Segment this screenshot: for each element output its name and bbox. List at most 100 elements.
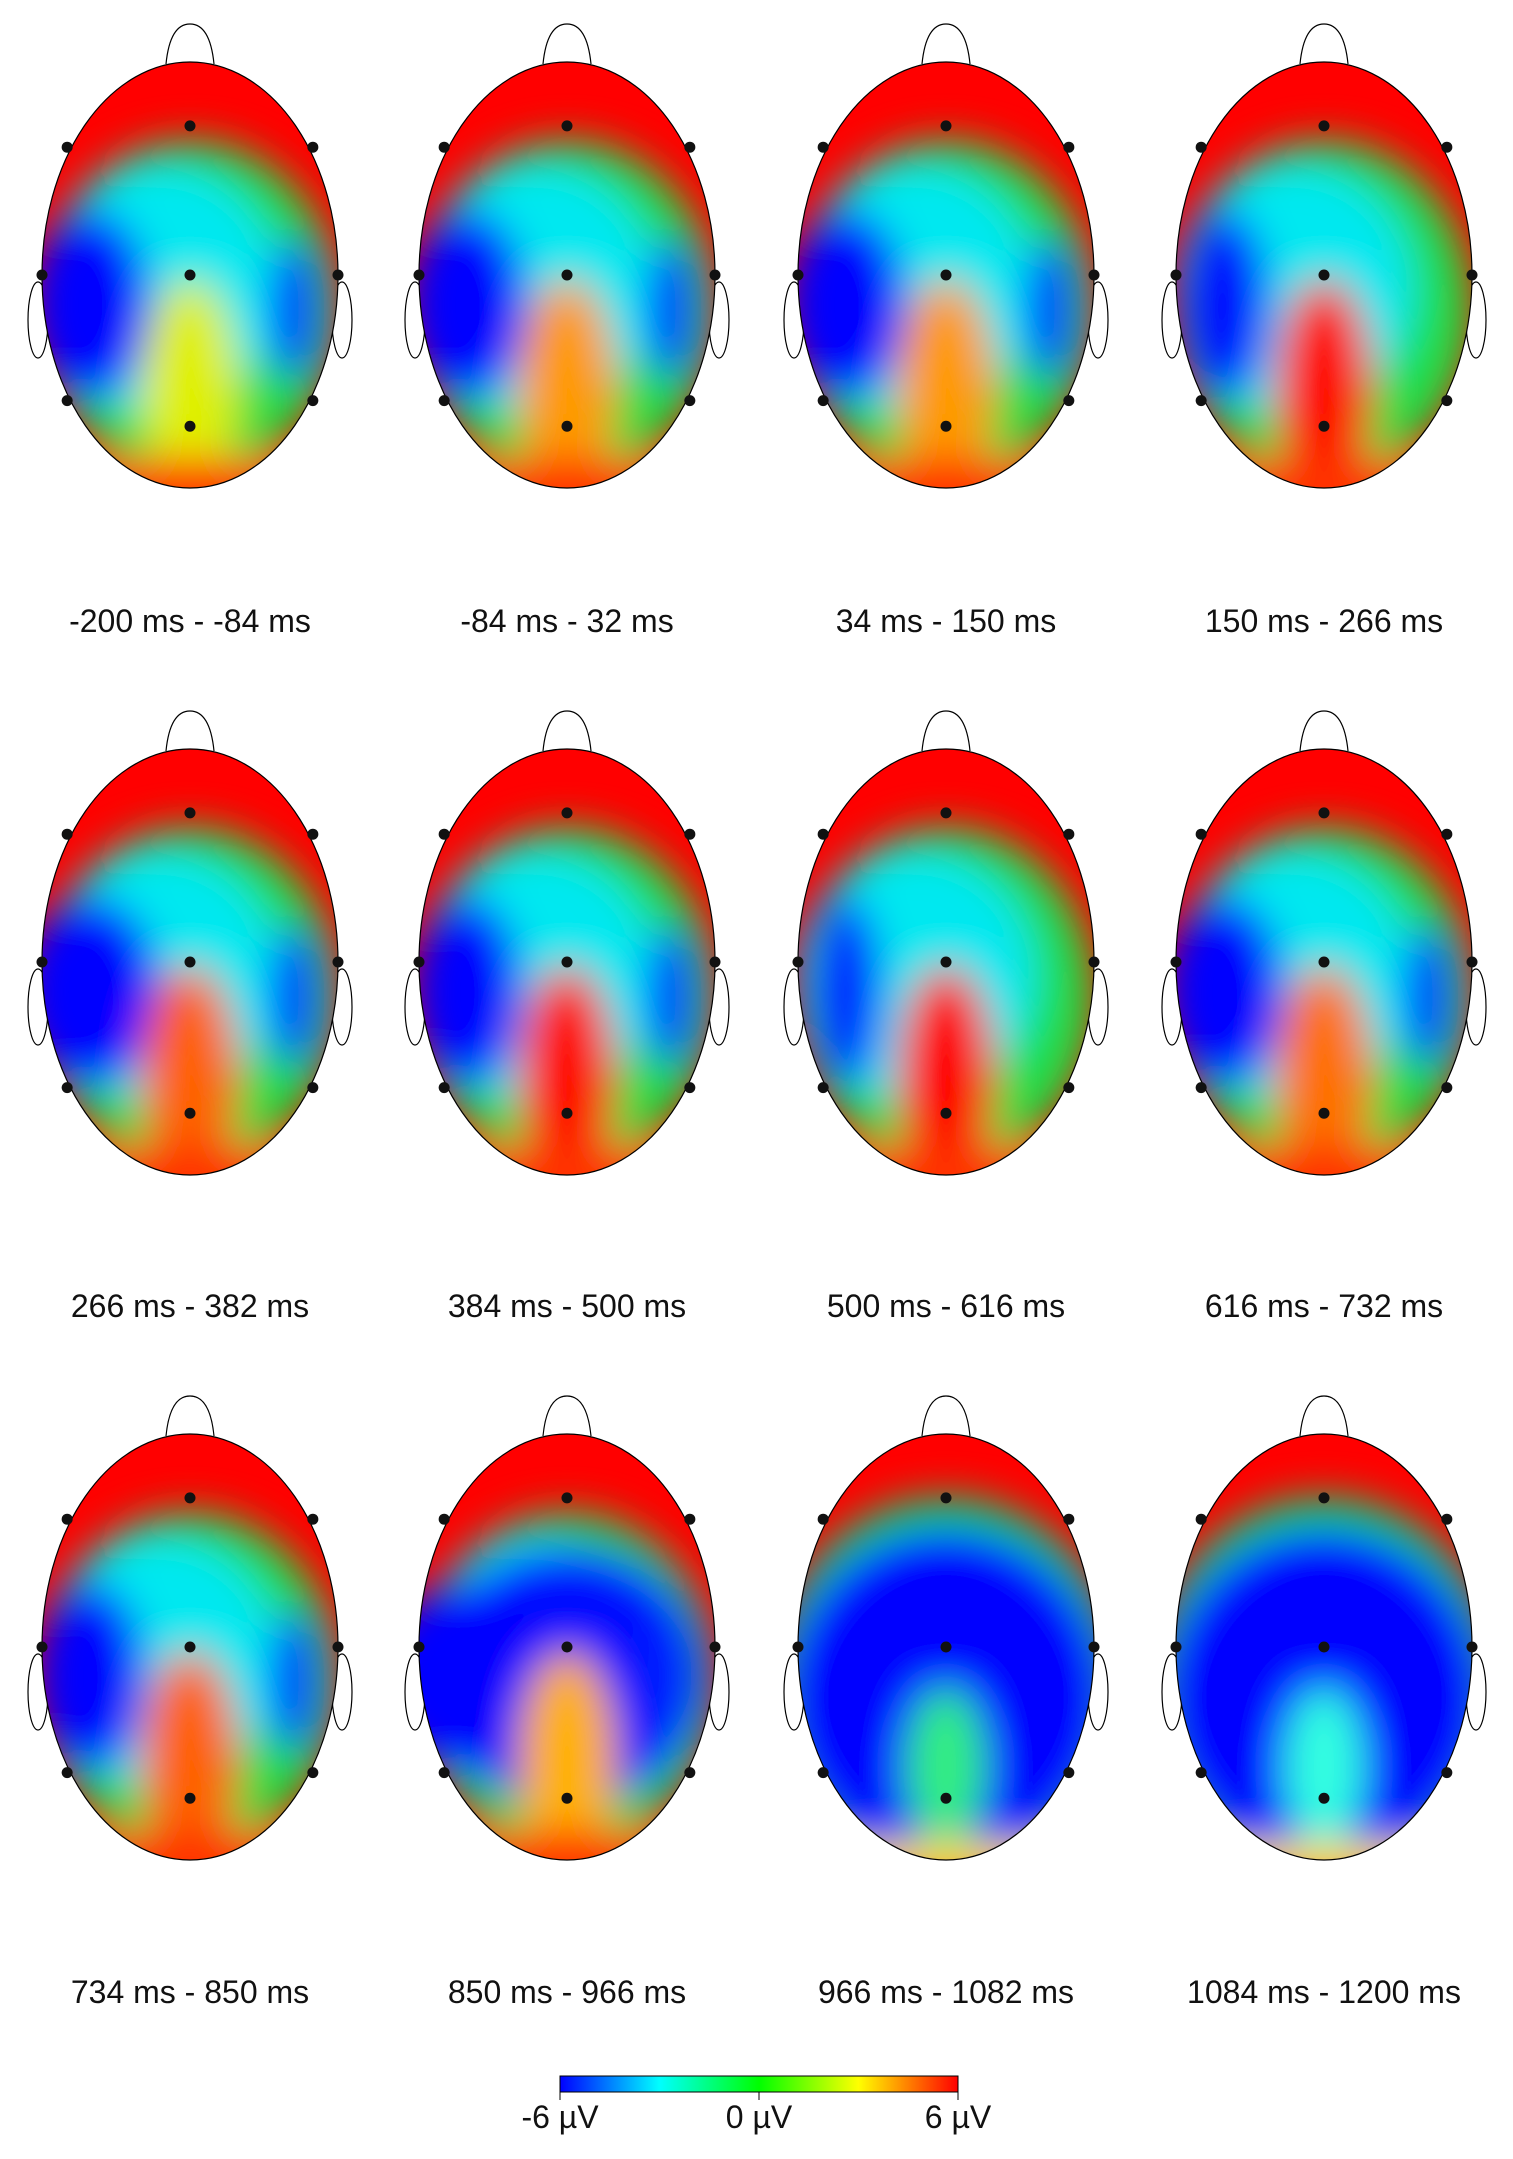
electrode — [1441, 141, 1453, 153]
colorbar — [559, 2075, 959, 2093]
electrode — [1195, 1082, 1207, 1094]
potential-field — [419, 1434, 715, 1860]
electrode — [184, 269, 196, 281]
electrode — [413, 269, 425, 281]
potential-field — [42, 749, 338, 1175]
electrode — [413, 1641, 425, 1653]
electrode — [817, 141, 829, 153]
electrode — [332, 269, 344, 281]
nose — [542, 710, 592, 752]
topo-map — [27, 23, 353, 489]
electrode — [1441, 1513, 1453, 1525]
electrode — [36, 956, 48, 968]
electrode — [61, 141, 73, 153]
electrode — [1088, 269, 1100, 281]
electrode — [1063, 828, 1075, 840]
electrode — [1466, 1641, 1478, 1653]
electrode — [684, 141, 696, 153]
electrode — [1063, 141, 1075, 153]
panel-label: 34 ms - 150 ms — [836, 603, 1057, 639]
potential-field — [419, 62, 715, 488]
topo-map — [27, 710, 353, 1176]
colorbar-label: 6 µV — [925, 2099, 992, 2135]
electrode — [1441, 828, 1453, 840]
topo-map — [404, 23, 730, 489]
electrode — [561, 269, 573, 281]
topo-map — [1161, 710, 1487, 1176]
electrode — [561, 1492, 573, 1504]
electrode — [817, 1082, 829, 1094]
electrode — [940, 1641, 952, 1653]
electrode — [184, 1641, 196, 1653]
electrode — [61, 1767, 73, 1779]
nose — [1299, 710, 1349, 752]
topo-map — [404, 710, 730, 1176]
electrode — [184, 120, 196, 132]
potential-field — [42, 62, 338, 488]
electrode — [1088, 956, 1100, 968]
topo-map — [1161, 1395, 1487, 1861]
electrode — [438, 828, 450, 840]
panel-label: 1084 ms - 1200 ms — [1187, 1974, 1461, 2010]
electrode — [561, 1792, 573, 1804]
electrode — [1441, 1767, 1453, 1779]
panel-label: 500 ms - 616 ms — [827, 1288, 1065, 1324]
electrode — [709, 956, 721, 968]
electrode — [1318, 269, 1330, 281]
electrode — [1063, 395, 1075, 407]
electrode — [307, 141, 319, 153]
electrode — [561, 120, 573, 132]
electrode — [1195, 1767, 1207, 1779]
electrode — [1195, 395, 1207, 407]
electrode — [940, 807, 952, 819]
electrode — [307, 395, 319, 407]
electrode — [1088, 1641, 1100, 1653]
electrode — [184, 1492, 196, 1504]
electrode — [940, 1792, 952, 1804]
electrode — [1063, 1513, 1075, 1525]
electrode — [1441, 1082, 1453, 1094]
electrode — [792, 269, 804, 281]
nose — [542, 23, 592, 65]
electrode — [940, 269, 952, 281]
electrode — [61, 828, 73, 840]
electrode — [709, 269, 721, 281]
electrode — [1318, 807, 1330, 819]
electrode — [684, 1082, 696, 1094]
potential-field — [1176, 62, 1472, 488]
electrode — [307, 1767, 319, 1779]
electrode — [332, 956, 344, 968]
panel-label: 266 ms - 382 ms — [71, 1288, 309, 1324]
electrode — [184, 807, 196, 819]
panel-label: 850 ms - 966 ms — [448, 1974, 686, 2010]
electrode — [61, 1082, 73, 1094]
electrode — [940, 1107, 952, 1119]
panel-label: 966 ms - 1082 ms — [818, 1974, 1074, 2010]
electrode — [817, 828, 829, 840]
nose — [165, 23, 215, 65]
topo-map — [404, 1395, 730, 1861]
electrode — [438, 1767, 450, 1779]
panel-label: -84 ms - 32 ms — [460, 603, 673, 639]
electrode — [1318, 1107, 1330, 1119]
topo-map — [1161, 23, 1487, 489]
topo-map — [783, 1395, 1109, 1861]
panel-label: 734 ms - 850 ms — [71, 1974, 309, 2010]
electrode — [184, 1107, 196, 1119]
electrode — [940, 120, 952, 132]
potential-field — [798, 62, 1094, 488]
electrode — [817, 1513, 829, 1525]
panel-label: -200 ms - -84 ms — [69, 603, 311, 639]
electrode — [1195, 828, 1207, 840]
electrode — [36, 1641, 48, 1653]
electrode — [817, 395, 829, 407]
electrode — [61, 395, 73, 407]
electrode — [684, 1513, 696, 1525]
electrode — [307, 1082, 319, 1094]
potential-field — [419, 749, 715, 1175]
nose — [1299, 23, 1349, 65]
nose — [921, 23, 971, 65]
topo-map — [783, 23, 1109, 489]
electrode — [561, 956, 573, 968]
electrode — [36, 269, 48, 281]
